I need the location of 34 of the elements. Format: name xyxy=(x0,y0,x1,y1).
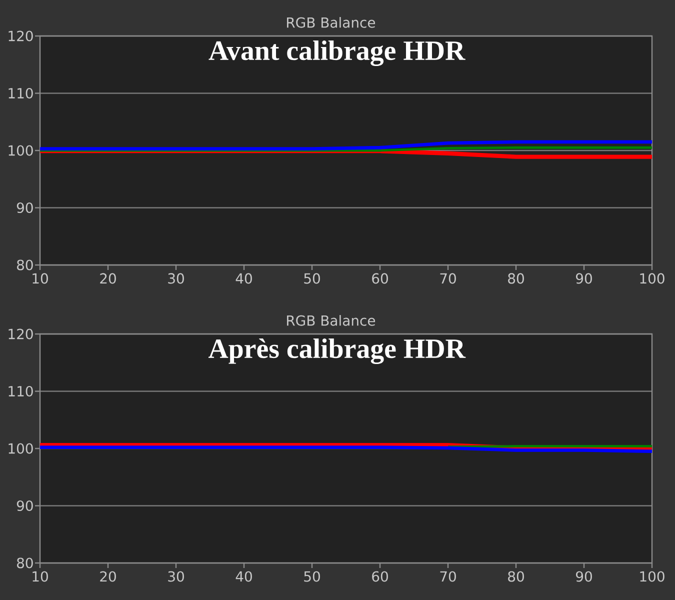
y-tick-label: 110 xyxy=(8,88,33,99)
y-tick-label: 90 xyxy=(16,202,33,214)
y-tick-label: 90 xyxy=(16,500,33,512)
x-tick-label: 90 xyxy=(576,273,592,284)
y-tick-label: 100 xyxy=(8,443,33,454)
x-tick-label: 90 xyxy=(576,571,592,582)
x-tick-label: 50 xyxy=(304,571,320,582)
x-tick-label: 80 xyxy=(508,571,524,582)
y-tick-label: 100 xyxy=(8,145,33,156)
y-tick-label: 80 xyxy=(17,558,33,568)
x-tick-label: 30 xyxy=(168,273,184,284)
x-tick-label: 40 xyxy=(236,273,252,284)
x-tick-label: 10 xyxy=(32,273,48,284)
chart-title: RGB Balance xyxy=(287,17,376,28)
x-tick-label: 80 xyxy=(508,273,524,284)
x-tick-label: 100 xyxy=(640,273,664,284)
x-tick-label: 70 xyxy=(440,273,456,284)
chart-title: RGB Balance xyxy=(287,315,376,326)
y-tick-label: 120 xyxy=(8,30,33,42)
x-tick-label: 50 xyxy=(304,273,320,284)
x-tick-label: 10 xyxy=(32,571,48,582)
x-tick-label: 60 xyxy=(372,273,388,284)
annotation: Avant calibrage HDR xyxy=(208,40,466,66)
x-tick-label: 70 xyxy=(440,571,456,582)
x-tick-label: 100 xyxy=(640,571,664,582)
annotation: Après calibrage HDR xyxy=(208,338,466,364)
x-tick-label: 60 xyxy=(372,571,388,582)
x-tick-label: 20 xyxy=(100,273,116,284)
y-tick-label: 110 xyxy=(8,386,33,397)
y-tick-label: 80 xyxy=(17,260,33,270)
y-tick-label: 120 xyxy=(8,328,33,340)
x-tick-label: 20 xyxy=(100,571,116,582)
x-tick-label: 30 xyxy=(168,571,184,582)
x-tick-label: 40 xyxy=(236,571,252,582)
